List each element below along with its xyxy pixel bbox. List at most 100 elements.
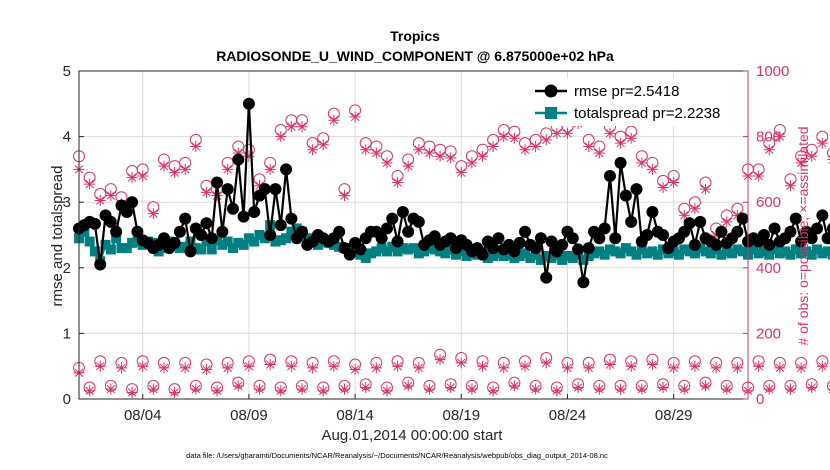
rmse-point bbox=[582, 242, 595, 255]
totalspread-point bbox=[100, 239, 111, 250]
rmse-point bbox=[715, 225, 728, 238]
totalspread-point bbox=[381, 246, 392, 257]
obs-assimilated-point bbox=[169, 386, 181, 398]
obs-assimilated-point bbox=[200, 186, 212, 198]
rmse-point bbox=[296, 225, 308, 238]
totalspread-point bbox=[419, 246, 430, 257]
chart-subtitle: RADIOSONDE_U_WIND_COMPONENT @ 6.875000e+… bbox=[216, 48, 614, 64]
obs-assimilated-point bbox=[179, 362, 191, 374]
obs-assimilated-point bbox=[763, 383, 775, 395]
rmse-point bbox=[795, 235, 808, 248]
axis-ticks: 0 1 2 3 4 5 0 200 400 600 800 1000 08/04 08/09 08/14 08… bbox=[63, 63, 790, 424]
rmse-point bbox=[731, 225, 744, 238]
obs-assimilated-point bbox=[466, 157, 478, 169]
rmse-point bbox=[519, 225, 531, 238]
rmse-point bbox=[619, 189, 632, 202]
rmse-point bbox=[126, 196, 139, 209]
totalspread-point bbox=[673, 249, 684, 260]
totalspread-point bbox=[504, 249, 515, 260]
obs-assimilated-point bbox=[434, 354, 446, 366]
totalspread-point bbox=[456, 246, 467, 257]
obs-assimilated-point bbox=[317, 139, 329, 151]
totalspread-point bbox=[541, 250, 552, 261]
rmse-point bbox=[763, 238, 776, 251]
rmse-point bbox=[120, 206, 133, 219]
totalspread-point bbox=[812, 244, 823, 255]
rmse-point bbox=[694, 215, 707, 228]
totalspread-point bbox=[366, 248, 377, 259]
totalspread-point bbox=[727, 248, 738, 259]
obs-assimilated-point bbox=[646, 163, 658, 175]
totalspread-point bbox=[482, 252, 493, 263]
obs-assimilated-point bbox=[158, 160, 170, 172]
totalspread-point bbox=[652, 249, 663, 260]
obs-assimilated-point bbox=[731, 362, 743, 374]
totalspread-point bbox=[461, 250, 472, 261]
rmse-point bbox=[242, 97, 255, 110]
obs-assimilated-point bbox=[477, 360, 489, 372]
rmse-point bbox=[593, 232, 606, 245]
totalspread-point bbox=[259, 233, 270, 244]
rmse-point bbox=[274, 219, 287, 232]
rmse-point bbox=[444, 232, 457, 245]
obs-assimilated-point bbox=[540, 134, 552, 146]
totalspread-point bbox=[790, 244, 801, 255]
rmse-point bbox=[534, 232, 547, 245]
obs-assimilated-point bbox=[147, 383, 159, 395]
obs-assimilated-point bbox=[615, 137, 627, 149]
obs-assimilated-point bbox=[700, 183, 712, 195]
rmse-point bbox=[200, 217, 213, 230]
totalspread-point bbox=[636, 244, 647, 255]
totalspread-point bbox=[291, 223, 302, 234]
totalspread-point bbox=[185, 236, 196, 247]
rmse-point bbox=[269, 183, 282, 196]
obs-assimilated-point bbox=[498, 131, 510, 143]
rmse-point bbox=[168, 236, 181, 249]
totalspread-point bbox=[796, 248, 807, 259]
rmse-point bbox=[157, 232, 170, 245]
obs-assimilated-point bbox=[349, 363, 361, 375]
obs-assimilated-point bbox=[657, 382, 669, 394]
totalspread-point bbox=[424, 243, 435, 254]
obs-assimilated-point bbox=[126, 386, 138, 398]
totalspread-point bbox=[769, 244, 780, 255]
totalspread-point bbox=[196, 244, 207, 255]
totalspread-point bbox=[174, 243, 185, 254]
obs-assimilated-point bbox=[296, 121, 308, 133]
obs-assimilated-point bbox=[434, 150, 446, 162]
obs-assimilated-point bbox=[360, 144, 372, 156]
obs-assimilated-point bbox=[519, 144, 531, 156]
rmse-point bbox=[333, 225, 346, 238]
obs-assimilated-point bbox=[169, 167, 181, 179]
obs-assimilated-point bbox=[328, 360, 340, 372]
series-0 bbox=[73, 97, 830, 289]
obs-assimilated-point bbox=[731, 209, 743, 221]
rmse-point bbox=[646, 206, 659, 219]
rmse-point bbox=[572, 243, 585, 256]
obs-assimilated-point bbox=[561, 127, 573, 139]
obs-assimilated-point bbox=[668, 362, 680, 374]
obs-assimilated-point bbox=[381, 157, 393, 169]
obs-assimilated-point bbox=[126, 172, 138, 184]
obs-assimilated-point bbox=[551, 127, 563, 139]
totalspread-point bbox=[206, 244, 217, 255]
totalspread-point bbox=[631, 249, 642, 260]
legend-spread-label: totalspread pr=2.2238 bbox=[574, 105, 720, 122]
totalspread-point bbox=[312, 239, 323, 250]
obs-assimilated-point bbox=[519, 360, 531, 372]
y-tick-label-left: 4 bbox=[63, 129, 71, 146]
rmse-point bbox=[205, 232, 218, 245]
legend-spread-marker bbox=[545, 107, 557, 119]
totalspread-point bbox=[780, 246, 791, 257]
obs-assimilated-point bbox=[508, 380, 520, 392]
rmse-point bbox=[826, 223, 830, 234]
obs-assimilated-point bbox=[211, 190, 223, 202]
obs-assimilated-point bbox=[774, 131, 786, 143]
obs-assimilated-point bbox=[583, 362, 595, 374]
obs-assimilated-point bbox=[753, 170, 765, 182]
rmse-point bbox=[237, 210, 250, 223]
totalspread-point bbox=[827, 249, 830, 260]
y-axis-label-left: rmse and totalspread bbox=[49, 166, 66, 307]
obs-assimilated-point bbox=[604, 127, 616, 139]
totalspread-point bbox=[408, 243, 419, 254]
